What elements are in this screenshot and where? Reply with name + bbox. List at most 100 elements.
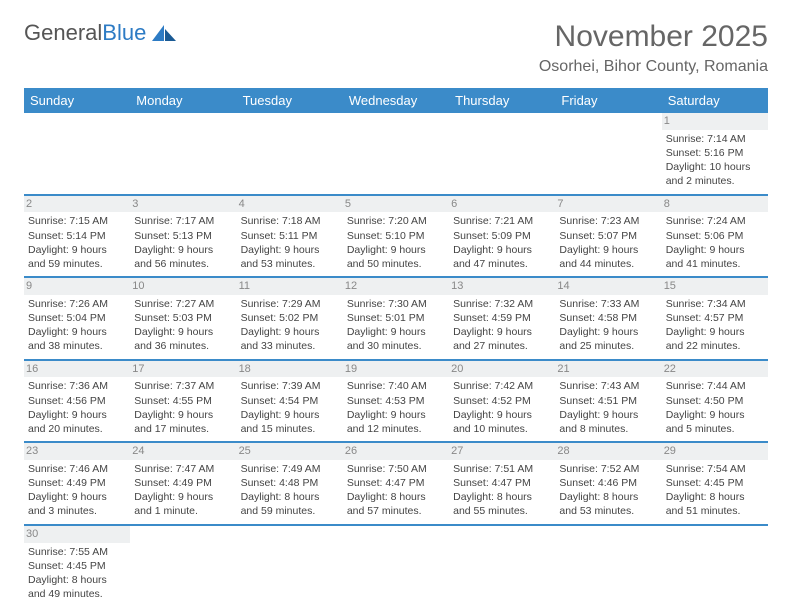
- header: GeneralBlue November 2025 Osorhei, Bihor…: [24, 20, 768, 76]
- day-number: 3: [130, 196, 236, 213]
- day-header: Wednesday: [343, 88, 449, 113]
- day-number: 29: [662, 443, 768, 460]
- sunset-text: Sunset: 4:47 PM: [347, 476, 445, 490]
- sunrise-text: Sunrise: 7:29 AM: [241, 297, 339, 311]
- daylight-text: Daylight: 8 hours and 59 minutes.: [241, 490, 339, 518]
- calendar-cell: 10Sunrise: 7:27 AMSunset: 5:03 PMDayligh…: [130, 277, 236, 360]
- daylight-text: Daylight: 9 hours and 41 minutes.: [666, 243, 764, 271]
- day-number: 27: [449, 443, 555, 460]
- sunrise-text: Sunrise: 7:54 AM: [666, 462, 764, 476]
- calendar-cell: 17Sunrise: 7:37 AMSunset: 4:55 PMDayligh…: [130, 360, 236, 443]
- daylight-text: Daylight: 9 hours and 59 minutes.: [28, 243, 126, 271]
- logo-sail-icon: [150, 23, 178, 43]
- logo: GeneralBlue: [24, 20, 178, 46]
- day-number: 16: [24, 361, 130, 378]
- logo-part1: General: [24, 20, 102, 45]
- sunset-text: Sunset: 5:11 PM: [241, 229, 339, 243]
- daylight-text: Daylight: 9 hours and 33 minutes.: [241, 325, 339, 353]
- sunset-text: Sunset: 4:54 PM: [241, 394, 339, 408]
- calendar-cell: 8Sunrise: 7:24 AMSunset: 5:06 PMDaylight…: [662, 195, 768, 278]
- day-number: 11: [237, 278, 343, 295]
- sunset-text: Sunset: 4:55 PM: [134, 394, 232, 408]
- sunset-text: Sunset: 5:10 PM: [347, 229, 445, 243]
- sunset-text: Sunset: 4:46 PM: [559, 476, 657, 490]
- sunrise-text: Sunrise: 7:40 AM: [347, 379, 445, 393]
- day-number: 12: [343, 278, 449, 295]
- day-number: 1: [662, 113, 768, 130]
- calendar-header: SundayMondayTuesdayWednesdayThursdayFrid…: [24, 88, 768, 113]
- calendar-cell: 13Sunrise: 7:32 AMSunset: 4:59 PMDayligh…: [449, 277, 555, 360]
- sunrise-text: Sunrise: 7:37 AM: [134, 379, 232, 393]
- calendar-cell: 25Sunrise: 7:49 AMSunset: 4:48 PMDayligh…: [237, 442, 343, 525]
- sunset-text: Sunset: 4:45 PM: [666, 476, 764, 490]
- day-number: 8: [662, 196, 768, 213]
- day-number: 28: [555, 443, 661, 460]
- day-number: 5: [343, 196, 449, 213]
- sunset-text: Sunset: 5:04 PM: [28, 311, 126, 325]
- calendar-cell: 14Sunrise: 7:33 AMSunset: 4:58 PMDayligh…: [555, 277, 661, 360]
- sunset-text: Sunset: 5:06 PM: [666, 229, 764, 243]
- sunrise-text: Sunrise: 7:26 AM: [28, 297, 126, 311]
- daylight-text: Daylight: 9 hours and 5 minutes.: [666, 408, 764, 436]
- calendar-cell: [237, 113, 343, 195]
- day-number: 10: [130, 278, 236, 295]
- calendar-cell: [24, 113, 130, 195]
- calendar-cell: [130, 525, 236, 607]
- daylight-text: Daylight: 9 hours and 38 minutes.: [28, 325, 126, 353]
- calendar-cell: 16Sunrise: 7:36 AMSunset: 4:56 PMDayligh…: [24, 360, 130, 443]
- day-header: Saturday: [662, 88, 768, 113]
- sunrise-text: Sunrise: 7:50 AM: [347, 462, 445, 476]
- calendar-row: 2Sunrise: 7:15 AMSunset: 5:14 PMDaylight…: [24, 195, 768, 278]
- day-number: 15: [662, 278, 768, 295]
- sunset-text: Sunset: 4:48 PM: [241, 476, 339, 490]
- day-number: 4: [237, 196, 343, 213]
- daylight-text: Daylight: 9 hours and 53 minutes.: [241, 243, 339, 271]
- calendar-row: 30Sunrise: 7:55 AMSunset: 4:45 PMDayligh…: [24, 525, 768, 607]
- calendar-cell: 7Sunrise: 7:23 AMSunset: 5:07 PMDaylight…: [555, 195, 661, 278]
- day-number: 2: [24, 196, 130, 213]
- calendar-cell: 30Sunrise: 7:55 AMSunset: 4:45 PMDayligh…: [24, 525, 130, 607]
- sunset-text: Sunset: 5:03 PM: [134, 311, 232, 325]
- sunrise-text: Sunrise: 7:23 AM: [559, 214, 657, 228]
- calendar-cell: 19Sunrise: 7:40 AMSunset: 4:53 PMDayligh…: [343, 360, 449, 443]
- calendar-row: 1Sunrise: 7:14 AMSunset: 5:16 PMDaylight…: [24, 113, 768, 195]
- calendar-cell: 2Sunrise: 7:15 AMSunset: 5:14 PMDaylight…: [24, 195, 130, 278]
- calendar-cell: 28Sunrise: 7:52 AMSunset: 4:46 PMDayligh…: [555, 442, 661, 525]
- calendar-cell: 23Sunrise: 7:46 AMSunset: 4:49 PMDayligh…: [24, 442, 130, 525]
- sunset-text: Sunset: 4:56 PM: [28, 394, 126, 408]
- day-number: 19: [343, 361, 449, 378]
- calendar-cell: [343, 525, 449, 607]
- daylight-text: Daylight: 9 hours and 56 minutes.: [134, 243, 232, 271]
- daylight-text: Daylight: 9 hours and 20 minutes.: [28, 408, 126, 436]
- logo-part2: Blue: [102, 20, 146, 45]
- page-subtitle: Osorhei, Bihor County, Romania: [539, 58, 768, 76]
- daylight-text: Daylight: 8 hours and 57 minutes.: [347, 490, 445, 518]
- sunset-text: Sunset: 4:59 PM: [453, 311, 551, 325]
- calendar-cell: 26Sunrise: 7:50 AMSunset: 4:47 PMDayligh…: [343, 442, 449, 525]
- sunrise-text: Sunrise: 7:34 AM: [666, 297, 764, 311]
- calendar-cell: 9Sunrise: 7:26 AMSunset: 5:04 PMDaylight…: [24, 277, 130, 360]
- sunrise-text: Sunrise: 7:36 AM: [28, 379, 126, 393]
- sunset-text: Sunset: 4:49 PM: [134, 476, 232, 490]
- sunset-text: Sunset: 4:51 PM: [559, 394, 657, 408]
- sunrise-text: Sunrise: 7:46 AM: [28, 462, 126, 476]
- calendar-cell: 27Sunrise: 7:51 AMSunset: 4:47 PMDayligh…: [449, 442, 555, 525]
- sunset-text: Sunset: 4:47 PM: [453, 476, 551, 490]
- daylight-text: Daylight: 9 hours and 36 minutes.: [134, 325, 232, 353]
- day-number: 17: [130, 361, 236, 378]
- logo-text: GeneralBlue: [24, 20, 146, 46]
- calendar-cell: 21Sunrise: 7:43 AMSunset: 4:51 PMDayligh…: [555, 360, 661, 443]
- daylight-text: Daylight: 9 hours and 8 minutes.: [559, 408, 657, 436]
- calendar-cell: 4Sunrise: 7:18 AMSunset: 5:11 PMDaylight…: [237, 195, 343, 278]
- daylight-text: Daylight: 9 hours and 3 minutes.: [28, 490, 126, 518]
- sunrise-text: Sunrise: 7:20 AM: [347, 214, 445, 228]
- calendar-cell: 1Sunrise: 7:14 AMSunset: 5:16 PMDaylight…: [662, 113, 768, 195]
- day-number: 21: [555, 361, 661, 378]
- sunrise-text: Sunrise: 7:30 AM: [347, 297, 445, 311]
- day-header: Tuesday: [237, 88, 343, 113]
- day-number: 20: [449, 361, 555, 378]
- sunset-text: Sunset: 4:53 PM: [347, 394, 445, 408]
- day-number: 25: [237, 443, 343, 460]
- sunrise-text: Sunrise: 7:21 AM: [453, 214, 551, 228]
- calendar-cell: 11Sunrise: 7:29 AMSunset: 5:02 PMDayligh…: [237, 277, 343, 360]
